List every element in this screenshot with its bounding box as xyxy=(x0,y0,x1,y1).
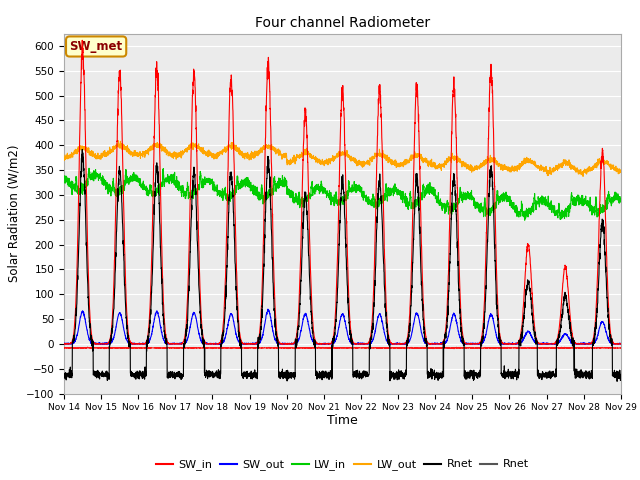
Text: SW_met: SW_met xyxy=(70,40,123,53)
X-axis label: Time: Time xyxy=(327,414,358,427)
Legend: SW_in, SW_out, LW_in, LW_out, Rnet, Rnet: SW_in, SW_out, LW_in, LW_out, Rnet, Rnet xyxy=(152,455,533,475)
Y-axis label: Solar Radiation (W/m2): Solar Radiation (W/m2) xyxy=(7,145,20,282)
Title: Four channel Radiometer: Four channel Radiometer xyxy=(255,16,430,30)
